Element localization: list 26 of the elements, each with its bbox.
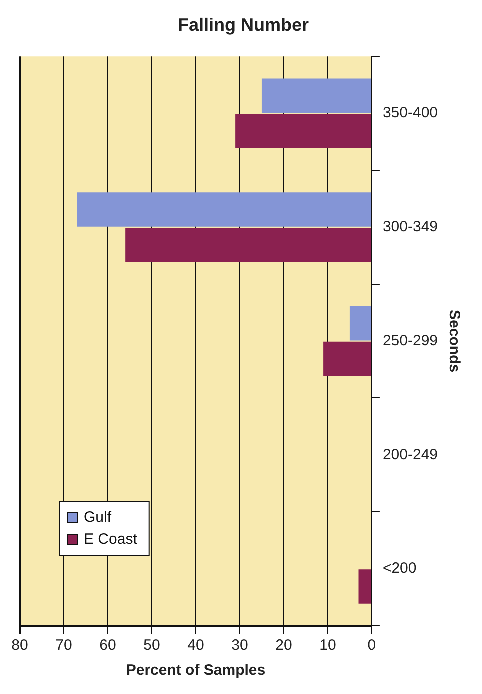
- x-tick-label: 30: [232, 637, 248, 654]
- bar: [324, 342, 372, 376]
- y-tick-label: 250-299: [382, 332, 438, 350]
- x-tick-label: 70: [56, 637, 72, 654]
- legend-label: E Coast: [84, 531, 138, 548]
- y-tick-label: 350-400: [382, 104, 438, 122]
- x-tick-label: 80: [12, 637, 28, 654]
- bar: [77, 192, 372, 227]
- chart-title: Falling Number: [178, 14, 310, 35]
- legend-label: Gulf: [84, 509, 112, 526]
- x-axis-title: Percent of Samples: [126, 662, 266, 680]
- y-tick-label: <200: [382, 560, 417, 578]
- x-tick-label: 50: [144, 637, 160, 654]
- x-tick-label: 0: [368, 637, 376, 654]
- y-tick-label: 200-249: [382, 446, 438, 464]
- y-axis-title: Seconds: [446, 310, 463, 373]
- bar: [126, 228, 372, 262]
- bar: [358, 570, 372, 604]
- bar: [236, 114, 372, 148]
- x-tick-label: 20: [276, 637, 292, 654]
- x-tick-label: 10: [320, 637, 336, 654]
- x-tick-label: 40: [188, 637, 204, 654]
- x-tick-label: 60: [100, 637, 116, 654]
- y-tick-label: 300-349: [382, 218, 438, 236]
- bar: [350, 306, 372, 341]
- bar: [262, 78, 372, 114]
